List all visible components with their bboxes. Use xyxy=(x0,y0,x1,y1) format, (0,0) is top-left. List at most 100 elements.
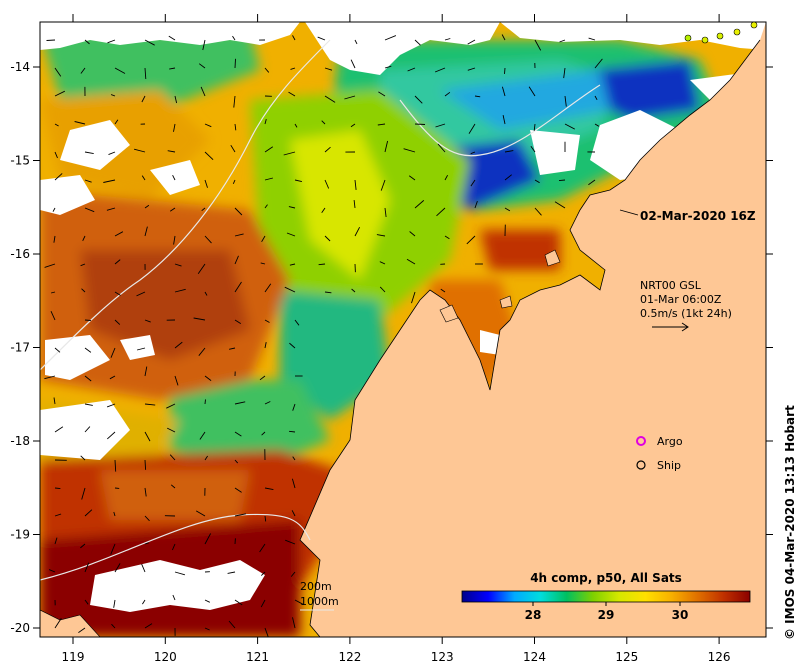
current-vector xyxy=(80,67,86,74)
current-vector xyxy=(504,150,514,153)
current-vector xyxy=(351,288,356,293)
current-vector xyxy=(437,143,446,153)
current-vector xyxy=(144,67,147,80)
current-vector xyxy=(114,459,117,472)
current-vector xyxy=(291,478,296,489)
current-vector xyxy=(169,207,176,212)
current-vector xyxy=(324,235,331,242)
current-vector xyxy=(229,347,236,350)
current-vector xyxy=(202,39,206,51)
current-vector xyxy=(414,123,426,125)
current-vector xyxy=(501,34,506,41)
current-vector xyxy=(594,95,598,101)
current-vector xyxy=(444,38,451,41)
current-vector xyxy=(106,207,116,211)
current-vector xyxy=(264,118,267,125)
current-vector xyxy=(110,543,116,555)
current-vector xyxy=(114,231,124,237)
current-vector xyxy=(264,487,274,491)
current-vector xyxy=(114,67,126,74)
current-vector xyxy=(504,207,511,212)
y-tick-label: -18 xyxy=(10,434,30,448)
x-tick-label: 125 xyxy=(615,650,638,664)
current-vector xyxy=(288,91,296,97)
x-tick-label: 126 xyxy=(708,650,731,664)
current-vector xyxy=(260,599,266,608)
current-vector xyxy=(54,537,58,545)
current-vector xyxy=(204,179,208,188)
land-mass xyxy=(300,22,766,637)
current-vector xyxy=(84,562,90,573)
x-axis: 119 120 121 122 123 124 125 126 xyxy=(62,14,731,664)
contour-200-label: 200m xyxy=(300,580,332,593)
current-vector xyxy=(261,235,266,243)
current-vector xyxy=(74,121,86,125)
current-vector xyxy=(414,95,423,104)
current-vector xyxy=(113,599,116,608)
current-vector xyxy=(54,617,62,629)
y-tick-label: -16 xyxy=(10,247,30,261)
current-vector xyxy=(444,174,448,181)
current-vector xyxy=(234,319,242,324)
current-vector xyxy=(80,455,86,461)
x-tick-label: 119 xyxy=(62,650,85,664)
current-vector xyxy=(468,123,476,134)
current-vector xyxy=(54,151,58,159)
current-vector xyxy=(534,207,542,216)
current-vector xyxy=(204,291,208,296)
current-vector xyxy=(136,291,146,297)
current-vector xyxy=(286,232,296,237)
current-vector xyxy=(588,37,596,41)
current-vector xyxy=(114,119,119,125)
current-vector xyxy=(111,623,116,629)
credit-text: © IMOS 04-Mar-2020 13:13 Hobart xyxy=(783,405,797,640)
current-vector xyxy=(264,283,272,293)
current-vector xyxy=(230,144,236,153)
current-vector xyxy=(558,179,566,182)
current-vector xyxy=(110,347,116,358)
current-vector xyxy=(294,599,304,605)
current-vector xyxy=(54,90,65,97)
current-vector xyxy=(324,291,332,294)
current-vector xyxy=(408,175,416,181)
current-vector xyxy=(44,375,56,380)
snapshot-leader xyxy=(619,209,639,216)
x-tick-label: 121 xyxy=(246,650,269,664)
current-vector xyxy=(290,571,296,577)
current-vector xyxy=(470,151,476,155)
current-vector xyxy=(290,67,296,70)
current-vector xyxy=(142,599,146,605)
current-vector xyxy=(324,146,331,153)
current-vector xyxy=(234,255,239,265)
current-vector xyxy=(54,347,61,353)
current-vector xyxy=(133,148,146,153)
current-vector xyxy=(114,563,121,573)
argo-label: Argo xyxy=(657,435,683,448)
current-vector xyxy=(198,347,206,356)
plot-area xyxy=(40,22,766,637)
current-vector xyxy=(289,342,296,349)
current-vector xyxy=(84,179,92,183)
current-vector xyxy=(292,35,296,41)
current-vector xyxy=(232,35,236,41)
current-vector xyxy=(353,200,356,209)
current-vector xyxy=(141,175,146,181)
current-vector xyxy=(54,426,64,433)
current-vector xyxy=(504,174,512,181)
current-vector xyxy=(204,123,212,128)
x-tick-label: 120 xyxy=(154,650,177,664)
current-vector xyxy=(80,543,86,549)
current-vector xyxy=(559,39,566,43)
current-vector xyxy=(234,431,242,437)
current-vector xyxy=(144,487,147,497)
current-vector xyxy=(440,288,446,293)
current-vector xyxy=(403,148,416,153)
current-vector xyxy=(384,140,389,153)
current-vector xyxy=(195,510,206,517)
current-vector xyxy=(474,200,478,209)
current-vector xyxy=(354,39,358,45)
x-tick-label: 124 xyxy=(523,650,546,664)
current-vector xyxy=(264,67,270,73)
colorbar-tick-label: 28 xyxy=(525,608,542,622)
current-vectors xyxy=(44,34,603,637)
